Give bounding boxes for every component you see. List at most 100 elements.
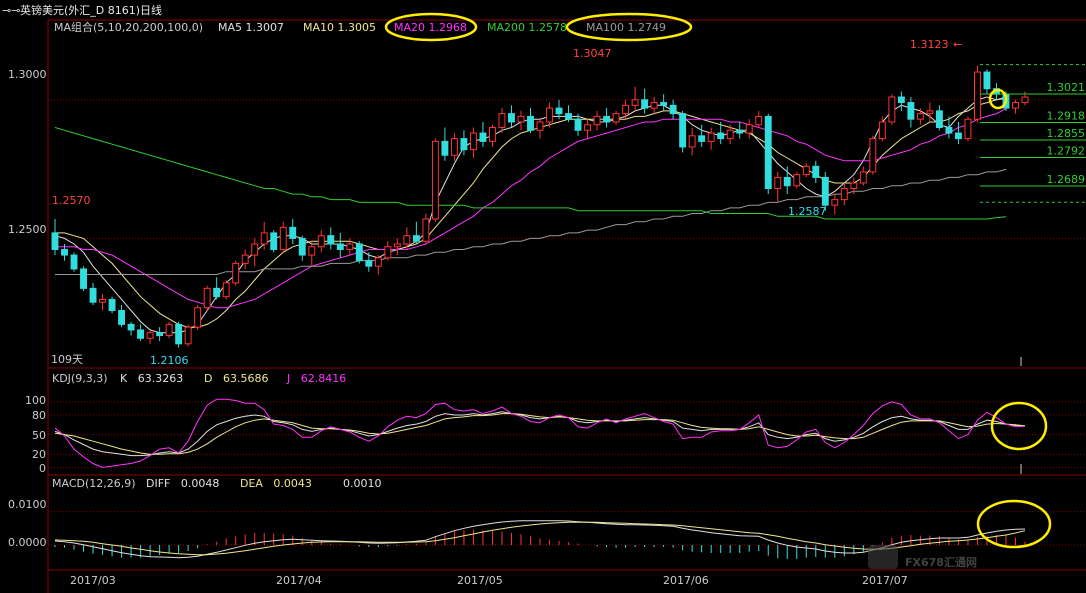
candle-up [184,326,192,345]
ma-legend-item: MA组合(5,10,20,200,100,0) [54,20,203,34]
candle-up [308,246,316,256]
candle-down [118,310,126,325]
macd-plot [54,520,1026,559]
highlight-circle-price [988,88,1008,110]
candle-down [812,165,820,178]
grid-lines [48,99,1086,546]
candle-down [555,107,563,115]
annotation-high-1: 1.2570 [52,194,91,207]
ma-line-ma200 [54,127,1007,220]
candle-down [508,113,515,123]
candle-down [935,110,943,129]
days-label: 109天 [51,353,83,366]
candle-up [374,257,382,267]
highlight-circle-ma20 [384,12,478,42]
candle-up [450,138,458,156]
candle-up [688,135,696,148]
kdj-d-value: D 63.5686 [204,372,268,385]
candle-down [70,254,78,270]
candle-up [536,121,544,131]
candle-down [289,226,297,239]
candle-down [213,287,221,298]
candle-up [517,115,525,123]
candle-up [146,332,154,339]
watermark: FX678汇通网 [868,545,977,569]
candle-up [241,254,249,264]
macd-histogram-value: 0.0010 [343,477,382,490]
candle-up [869,138,877,173]
candle-up [489,127,496,142]
candle-down [736,129,744,134]
candle-down [127,323,135,331]
candle-up [745,124,753,134]
candle-down [479,132,487,142]
x-label: 2017/04 [276,574,322,587]
candle-down [954,132,962,140]
kdj-legend: KDJ(9,3,3) K 63.3263 D 63.5686 J 62.8416 [52,372,346,385]
fib-levels: 1.3021 1.2918 1.2855 1.2792 1.2689 [980,64,1086,203]
candle-up [203,287,211,309]
candle-up [99,298,106,303]
macd-dea-value: DEA 0.0043 [240,477,312,490]
candle-up [755,115,763,126]
macd-tick: 0.0100 [8,498,47,511]
candle-down [51,232,59,251]
candle-up [850,182,858,190]
link-icon: ⊸⊸ [2,4,20,17]
candle-up [631,99,639,106]
candle-up [1012,102,1019,109]
candle-up [194,307,202,328]
candle-up [384,246,392,259]
fib-label: 1.2918 [1047,110,1086,123]
annotation-high-3: 1.3123 [910,38,949,51]
candle-up [422,218,430,242]
fib-label: 1.2855 [1047,127,1086,140]
kdj-j-value: J 62.8416 [286,372,346,385]
candle-down [945,127,953,134]
macd-tick: 0.0000 [8,536,47,549]
price-tick: 1.2500 [8,223,47,236]
highlight-circle-kdj [990,401,1048,451]
title-bar: ⊸⊸ 英镑美元(外汇_D 8161)日线 [2,3,162,17]
kdj-tick: 50 [32,429,46,442]
candle-down [821,176,829,206]
ma-legend-item: MA100 1.2749 [586,21,666,34]
candle-down [61,249,68,256]
kdj-tick: 80 [32,409,46,422]
window-title: 英镑美元(外汇_D 8161)日线 [20,3,162,17]
candle-down [298,237,306,256]
candle-down [669,104,677,115]
candle-up [498,113,506,129]
ma-line-ma20 [55,108,1007,309]
x-axis: 2017/03 2017/04 2017/05 2017/06 2017/07 [70,574,908,587]
candle-up [774,176,782,190]
candle-down [355,243,363,262]
kdj-name: KDJ(9,3,3) [52,372,108,385]
ma-legend-item: MA5 1.3007 [218,21,284,34]
candle-down [412,235,420,242]
candle-up [251,243,259,256]
candle-down [527,115,534,131]
arrow-icon: ← [953,38,962,51]
candle-down [907,102,915,120]
candle-down [698,135,706,142]
price-tick: 1.3000 [8,68,47,81]
macd-axis: 0.0100 0.0000 [8,498,47,549]
candle-down [327,235,335,245]
candle-down [336,243,344,251]
candle-down [641,99,649,109]
kdj-axis: 100 80 50 20 0 [25,394,46,475]
candle-down [983,71,991,90]
candle-up [974,71,981,120]
kdj-line-j [54,398,1026,468]
ma-legend: MA组合(5,10,20,200,100,0) MA5 1.3007 MA10 1.… [54,20,666,34]
candle-up [403,235,411,245]
candle-up [707,132,715,142]
candle-down [603,115,611,123]
annotation-low-2: 1.2587 [788,205,827,218]
candle-up [393,243,401,248]
price-axis: 1.3000 1.2500 [8,68,47,236]
candle-up [622,104,630,115]
candle-up [612,113,620,123]
candle-up [650,102,658,109]
